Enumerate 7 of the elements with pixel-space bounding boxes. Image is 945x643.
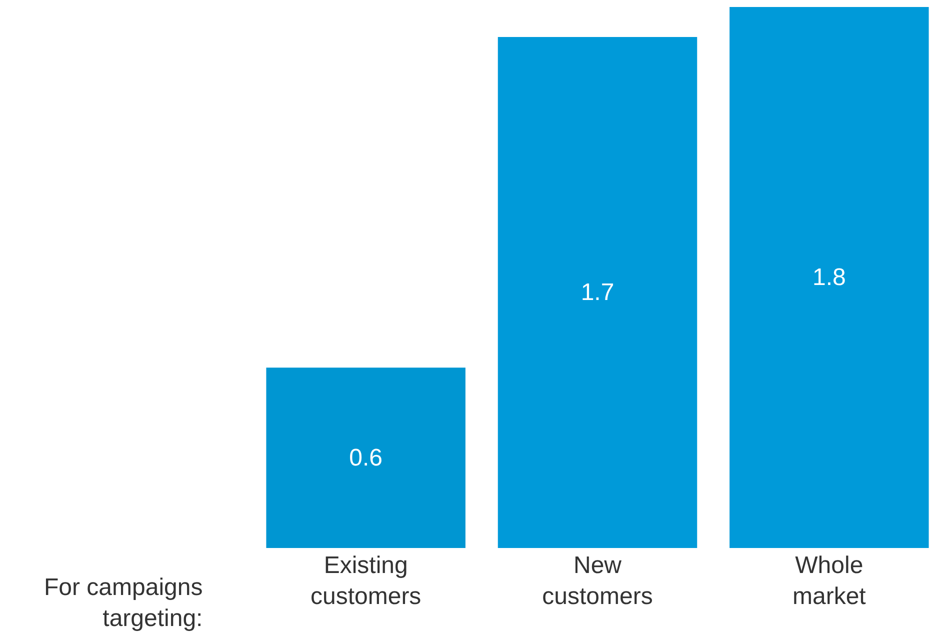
- data-label: 1.8: [812, 264, 846, 291]
- data-label: 0.6: [349, 444, 383, 472]
- x-tick-label: Existing customers: [310, 552, 422, 610]
- x-axis-title: For campaigns targeting:: [44, 574, 203, 632]
- x-tick-label: Whole market: [792, 552, 866, 610]
- x-tick-label: New customers: [542, 552, 653, 610]
- data-label: 1.7: [580, 279, 614, 306]
